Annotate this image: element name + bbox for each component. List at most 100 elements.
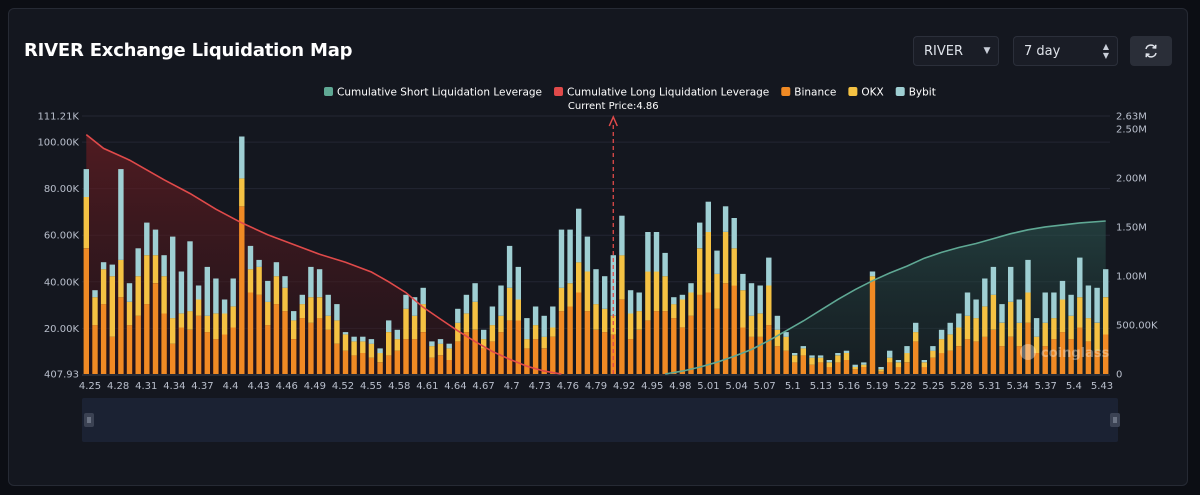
zoom-handle-right (1110, 413, 1120, 427)
bar-okx (861, 364, 867, 367)
bar-series (83, 136, 1109, 374)
bar-okx (273, 276, 280, 305)
bar-binance (826, 367, 832, 374)
bar-bybit (1042, 292, 1048, 323)
bar-binance (697, 294, 703, 374)
y-right-tick: 500.00K (1116, 320, 1158, 331)
bar-okx (368, 343, 375, 358)
refresh-button[interactable] (1130, 36, 1172, 66)
bar-binance (567, 306, 573, 374)
bar-okx (627, 313, 634, 340)
y-left-tick: 111.21K (37, 112, 79, 123)
x-tick: 4.55 (360, 381, 382, 392)
bar-binance (1094, 350, 1100, 374)
y-left-tick: 100.00K (37, 138, 79, 149)
bar-okx (1042, 322, 1048, 347)
bar-okx (610, 315, 616, 335)
legend-swatch (895, 87, 905, 96)
legend-label: Bybit (909, 87, 936, 99)
x-tick: 5.25 (922, 381, 944, 392)
bar-binance (351, 355, 357, 374)
bar-bybit (403, 294, 409, 309)
bar-okx (187, 311, 193, 330)
watermark-logo (1020, 344, 1036, 360)
bar-okx (809, 357, 815, 365)
bar-binance (515, 320, 521, 374)
bar-bybit (316, 269, 323, 298)
bar-bybit (982, 278, 988, 307)
bar-okx (204, 315, 210, 333)
x-tick: 5.43 (1091, 381, 1113, 392)
bar-binance (982, 336, 988, 374)
bar-okx (1025, 292, 1031, 323)
bar-binance (411, 339, 418, 374)
x-tick: 4.37 (191, 381, 213, 392)
bar-bybit (852, 364, 858, 367)
bar-bybit (843, 350, 850, 353)
y-right-tick: 2.00M (1116, 173, 1147, 184)
range-select[interactable]: 7 day ▲ ▼ (1013, 36, 1118, 66)
bar-bybit (446, 343, 452, 349)
bar-bybit (429, 341, 435, 347)
bar-bybit (299, 294, 305, 305)
y-left-tick: 407.93 (44, 370, 79, 381)
bar-bybit (213, 278, 219, 314)
bar-bybit (532, 306, 539, 326)
bar-binance (1068, 339, 1074, 374)
bar-okx (869, 276, 876, 281)
bar-binance (118, 297, 124, 374)
bar-bybit (627, 290, 634, 314)
bar-okx (411, 315, 418, 340)
bar-okx (135, 276, 141, 316)
bar-okx (558, 287, 565, 312)
bar-bybit (947, 322, 953, 335)
bar-binance (420, 332, 426, 374)
bar-binance (524, 348, 530, 374)
bar-okx (489, 325, 496, 342)
x-tick: 4.43 (248, 381, 270, 392)
x-tick: 5.16 (838, 381, 860, 392)
y-axis-left: 111.21K 100.00K 80.00K 60.00K 40.00K 20.00K 40… (37, 112, 79, 381)
bar-okx (697, 248, 703, 295)
bar-okx (999, 322, 1005, 347)
bar-bybit (109, 264, 115, 277)
bar-okx (1016, 322, 1022, 347)
bar-bybit (524, 318, 530, 340)
bar-bybit (498, 285, 504, 316)
x-axis: 4.25 4.28 4.31 4.34 4.37 4.4 4.43 4.46 4.49 4.52 4… (79, 374, 1113, 392)
bar-bybit (144, 222, 150, 256)
symbol-select[interactable]: RIVER ▼ (913, 36, 999, 66)
bar-okx (731, 248, 737, 286)
page-title: RIVER Exchange Liquidation Map (24, 40, 353, 61)
bar-binance (265, 325, 271, 374)
bar-okx (904, 353, 910, 363)
bar-bybit (861, 362, 867, 365)
bar-binance (1077, 327, 1083, 374)
bar-okx (766, 285, 772, 326)
bar-bybit (809, 355, 815, 358)
bar-bybit (576, 208, 582, 263)
bar-bybit (386, 320, 392, 332)
bar-okx (360, 341, 366, 353)
bar-bybit (455, 308, 461, 323)
bar-binance (1042, 346, 1048, 374)
bar-okx (144, 255, 150, 305)
bar-binance (386, 355, 392, 374)
bar-bybit (368, 339, 375, 344)
legend-swatch (781, 87, 791, 96)
bar-binance (878, 371, 884, 374)
bar-bybit (904, 346, 910, 354)
caret-down-icon: ▼ (983, 46, 991, 56)
bar-bybit (351, 336, 357, 342)
bar-binance (429, 357, 435, 374)
bar-okx (722, 232, 729, 284)
y-right-tick: 1.50M (1116, 222, 1147, 233)
refresh-icon (1145, 44, 1157, 58)
bar-okx (429, 346, 435, 358)
zoom-slider[interactable] (82, 398, 1120, 442)
bar-okx (913, 332, 919, 342)
bar-binance (904, 362, 910, 374)
bar-binance (230, 327, 236, 374)
